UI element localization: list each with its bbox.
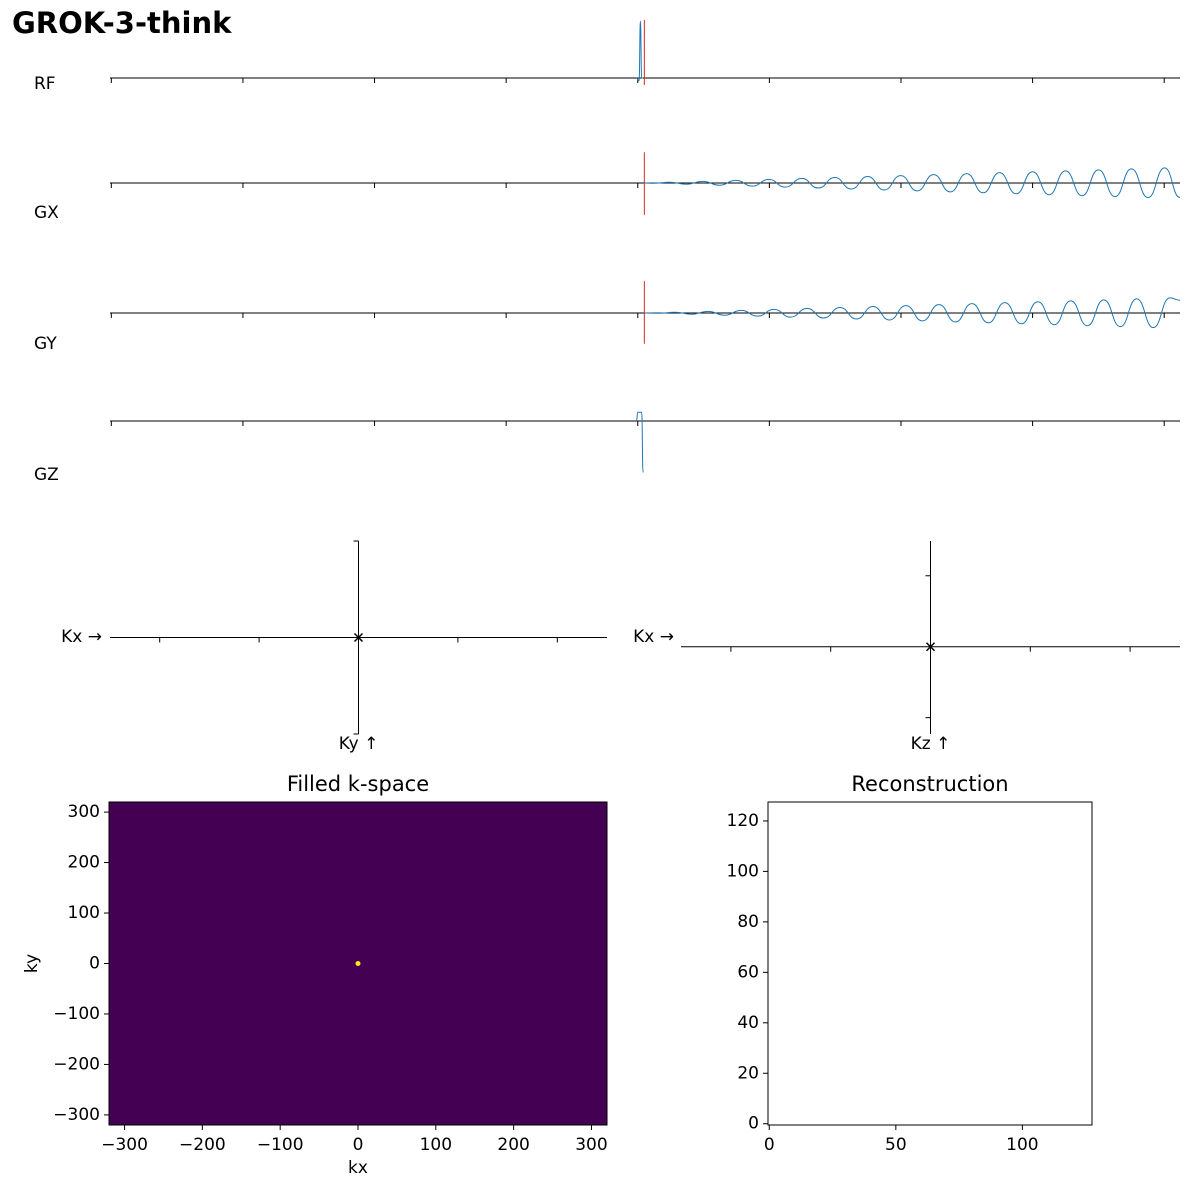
y-label: GX [34, 203, 59, 223]
x-tick-label: 200 [497, 1135, 529, 1155]
x-tick-label: 300 [575, 1135, 607, 1155]
k-position-marker [925, 642, 936, 652]
y-tick-label: 300 [68, 802, 100, 822]
y-label: Kz ↑ [911, 734, 951, 754]
image-area [767, 801, 1093, 1126]
y-tick-label: 0 [748, 1114, 759, 1134]
x-label: kx [348, 1158, 368, 1178]
y-tick-label: 80 [737, 912, 759, 932]
waveform-line [643, 167, 1181, 199]
x-tick-label: 50 [885, 1135, 907, 1155]
y-tick-label: 100 [68, 903, 100, 923]
x-tick-label: 100 [1006, 1135, 1038, 1155]
x-label: Kx → [633, 627, 674, 647]
y-tick-label: −300 [53, 1105, 100, 1125]
y-tick-label: 200 [68, 853, 100, 873]
y-tick-label: 100 [727, 861, 759, 881]
y-tick-label: 120 [727, 811, 759, 831]
y-tick-label: −100 [53, 1004, 100, 1024]
x-tick-label: −100 [257, 1135, 304, 1155]
waveform-line [635, 411, 644, 473]
y-label: Ky ↑ [339, 734, 379, 754]
y-tick-label: 20 [737, 1063, 759, 1083]
x-label: Kx → [61, 627, 102, 647]
x-tick-label: −200 [179, 1135, 226, 1155]
x-tick-label: 0 [764, 1135, 775, 1155]
y-label: GY [34, 334, 57, 354]
y-tick-label: 60 [737, 962, 759, 982]
waveform-line [643, 297, 1181, 329]
y-tick-label: 40 [737, 1013, 759, 1033]
figure-title: GROK-3-think [12, 6, 232, 40]
chart-title: Reconstruction [851, 772, 1008, 796]
y-label: GZ [34, 465, 59, 485]
k-position-marker [353, 632, 364, 643]
waveform-line [636, 20, 644, 82]
x-tick-label: −300 [101, 1135, 148, 1155]
k-sample [355, 961, 361, 966]
y-label: RF [34, 74, 56, 94]
y-tick-label: −200 [53, 1054, 100, 1074]
y-label: ky [22, 954, 42, 973]
x-tick-label: 100 [420, 1135, 452, 1155]
chart-title: Filled k-space [287, 772, 429, 796]
y-tick-label: 0 [89, 954, 100, 974]
x-tick-label: 0 [353, 1135, 364, 1155]
